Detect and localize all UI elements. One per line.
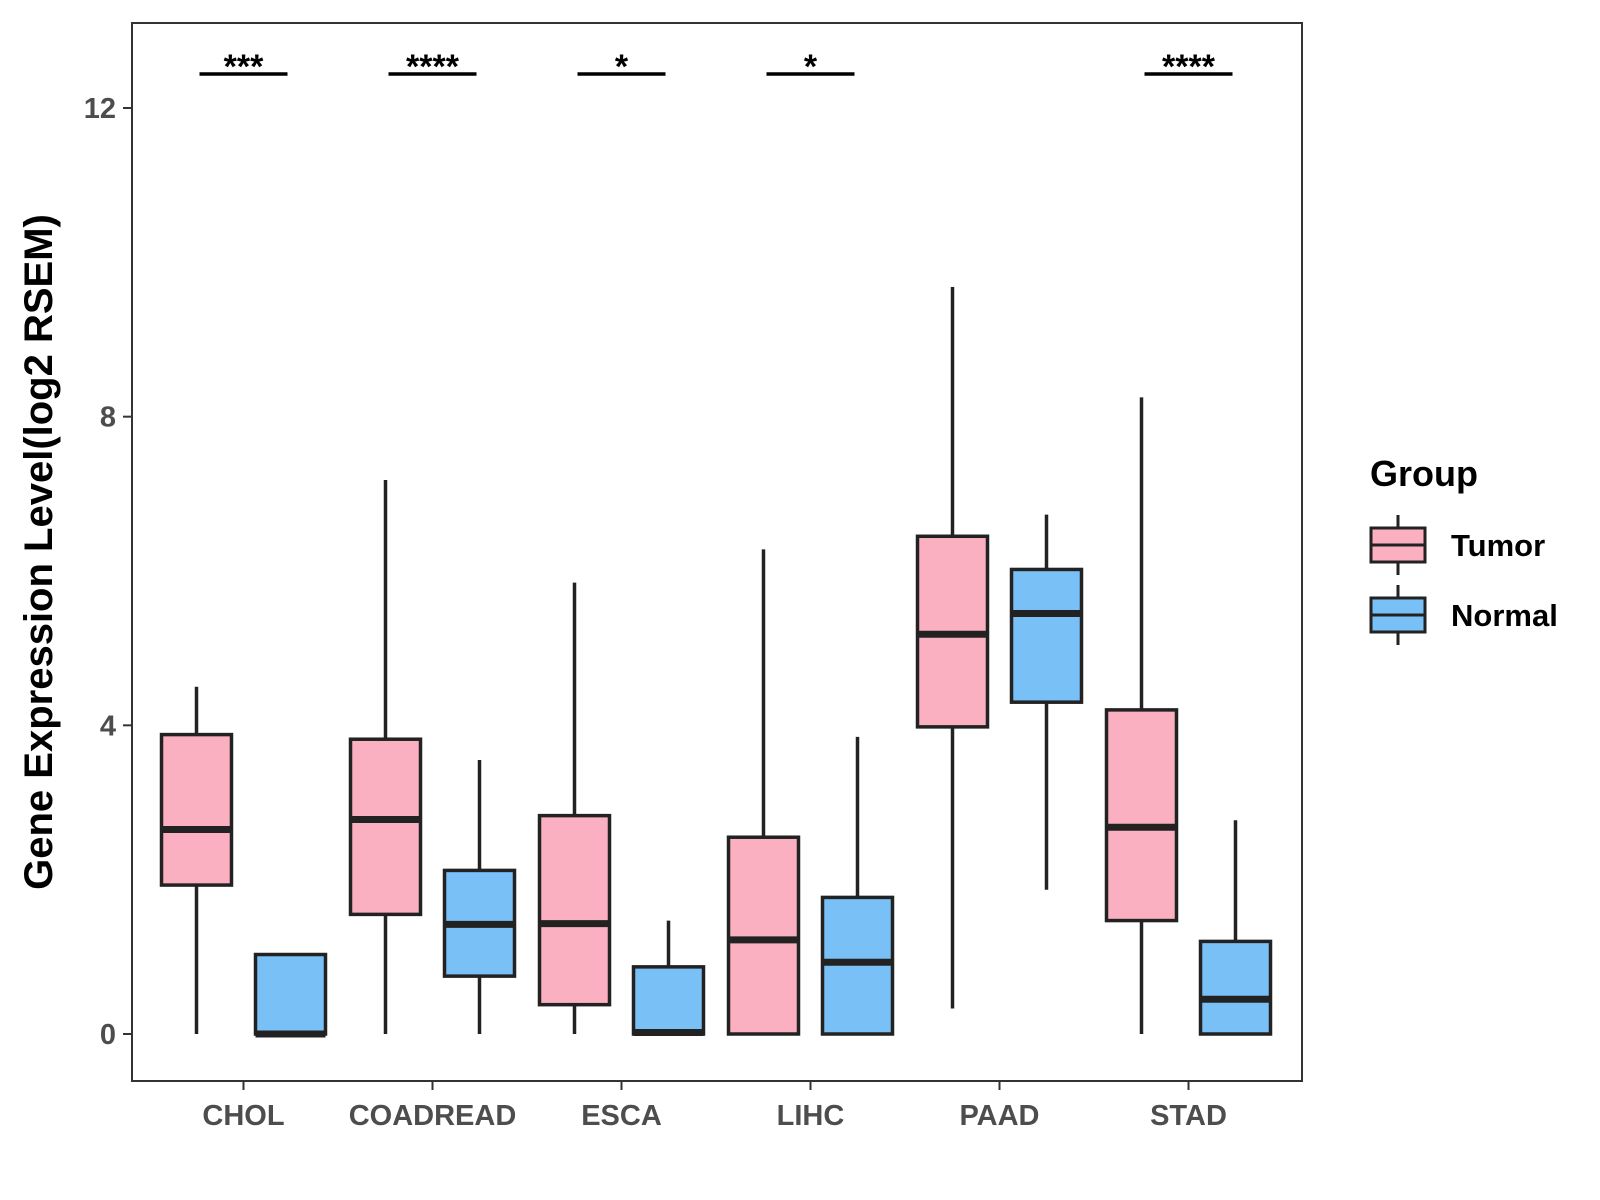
y-tick-label: 8	[100, 402, 116, 434]
box-normal-chol	[253, 952, 328, 1038]
legend: Group Tumor Normal	[1369, 453, 1558, 645]
box-iqr	[631, 965, 706, 1036]
box-tumor-chol	[159, 686, 234, 1034]
legend-title: Group	[1370, 453, 1478, 494]
box-series	[159, 287, 1273, 1038]
box-normal-esca	[631, 920, 706, 1036]
significance-label: *	[804, 48, 818, 86]
legend-item-tumor: Tumor	[1369, 515, 1545, 575]
y-axis-title: Gene Expression Level(log2 RSEM)	[17, 214, 61, 890]
x-tick-label-lihc: LIHC	[777, 1100, 845, 1132]
legend-item-normal: Normal	[1369, 585, 1558, 645]
panel-border	[131, 22, 1303, 1082]
box-iqr	[159, 732, 234, 887]
x-tick-label-stad: STAD	[1150, 1100, 1227, 1132]
x-tick-label-esca: ESCA	[581, 1100, 662, 1132]
x-tick-label-chol: CHOL	[202, 1100, 284, 1132]
box-tumor-stad	[1104, 397, 1179, 1034]
box-iqr	[726, 835, 801, 1036]
significance-annotations: *** **** * * ****	[199, 48, 1233, 86]
significance-label: ***	[224, 48, 264, 86]
significance-label: ****	[406, 48, 460, 86]
box-iqr	[537, 813, 612, 1007]
box-tumor-coadread	[348, 479, 423, 1034]
box-iqr	[253, 952, 328, 1036]
y-tick-label: 0	[100, 1019, 116, 1051]
box-tumor-paad	[915, 287, 990, 1009]
significance-stad: ****	[1144, 48, 1233, 86]
plot-panel	[131, 22, 1303, 1082]
significance-chol: ***	[199, 48, 288, 86]
box-iqr	[348, 737, 423, 917]
box-iqr	[1104, 708, 1179, 923]
y-tick-label: 4	[100, 710, 116, 742]
y-axis: 0 4 8 12	[84, 93, 132, 1051]
box-tumor-esca	[537, 582, 612, 1034]
box-normal-lihc	[820, 736, 895, 1036]
legend-label: Tumor	[1451, 528, 1545, 563]
box-normal-coadread	[442, 760, 517, 1034]
x-tick-label-paad: PAAD	[959, 1100, 1039, 1132]
significance-esca: *	[577, 48, 666, 86]
box-iqr	[1009, 567, 1084, 704]
box-normal-paad	[1009, 514, 1084, 890]
x-tick-label-coadread: COADREAD	[349, 1100, 517, 1132]
significance-label: ****	[1162, 48, 1216, 86]
x-axis: CHOL COADREAD ESCA LIHC PAAD STAD	[202, 1081, 1227, 1132]
box-iqr	[1198, 939, 1273, 1036]
legend-label: Normal	[1451, 598, 1558, 633]
significance-coadread: ****	[388, 48, 477, 86]
box-normal-stad	[1198, 820, 1273, 1036]
significance-label: *	[615, 48, 629, 86]
box-tumor-lihc	[726, 549, 801, 1036]
significance-lihc: *	[766, 48, 855, 86]
y-tick-label: 12	[84, 93, 116, 125]
